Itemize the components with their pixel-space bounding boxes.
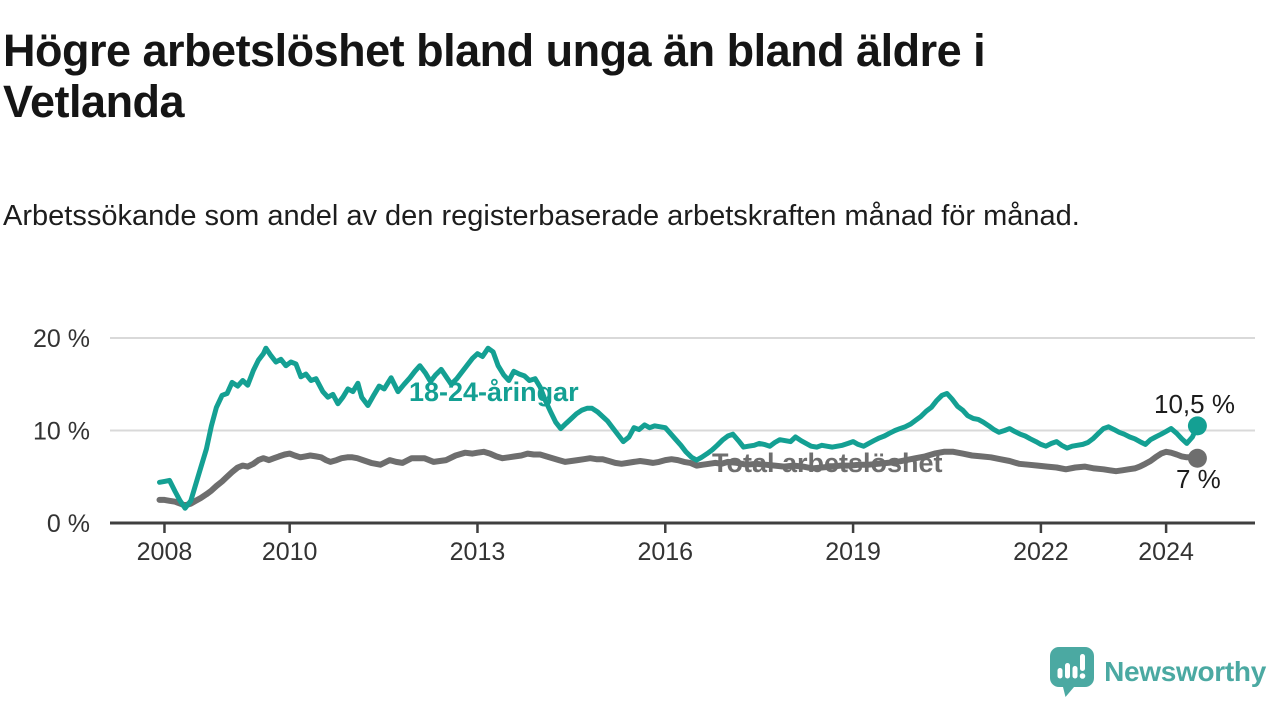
y-tick-label: 10 % xyxy=(33,417,90,445)
x-tick-label: 2016 xyxy=(637,538,693,566)
y-tick-label: 20 % xyxy=(33,325,90,353)
series-line-18-24-åringar xyxy=(157,345,1200,511)
brand-footer: Newsworthy xyxy=(1049,646,1266,698)
series-line-total-arbetslöshet xyxy=(156,448,1201,509)
end-dot-18-24-åringar xyxy=(1187,416,1207,436)
x-tick-label: 2013 xyxy=(450,538,506,566)
x-tick-label: 2008 xyxy=(137,538,193,566)
end-dot-total-arbetslöshet xyxy=(1187,448,1207,468)
x-tick-label: 2019 xyxy=(825,538,881,566)
page-title: Högre arbetslöshet bland unga än bland ä… xyxy=(3,25,986,127)
brand-name: Newsworthy xyxy=(1104,656,1266,687)
series-label-young: 18-24-åringar xyxy=(409,377,579,407)
x-tick-label: 2022 xyxy=(1013,538,1069,566)
end-value-label-total: 7 % xyxy=(1176,464,1221,494)
newsworthy-logo-icon xyxy=(1050,647,1095,697)
y-tick-label: 0 % xyxy=(47,510,90,538)
end-value-label-young: 10,5 % xyxy=(1154,389,1235,419)
x-tick-label: 2024 xyxy=(1138,538,1194,566)
page-subtitle: Arbetssökande som andel av den registerb… xyxy=(3,200,1080,232)
x-tick-label: 2010 xyxy=(262,538,318,566)
series-label-total: Total arbetslöshet xyxy=(712,448,943,478)
